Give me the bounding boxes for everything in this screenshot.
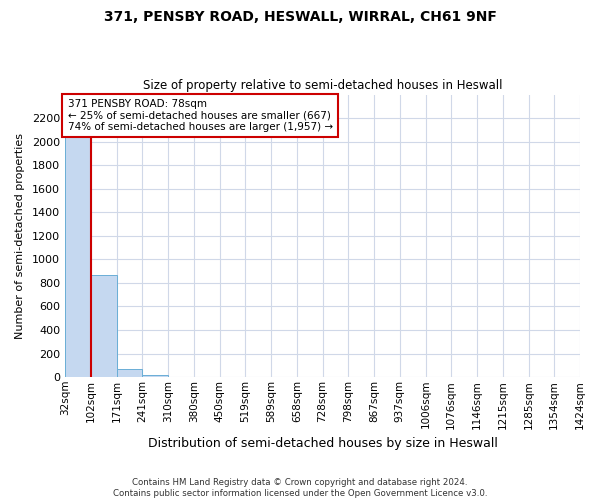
Bar (116, 369, 142, 377)
X-axis label: Distribution of semi-detached houses by size in Heswall: Distribution of semi-detached houses by … (148, 437, 497, 450)
Title: Size of property relative to semi-detached houses in Heswall: Size of property relative to semi-detach… (143, 79, 502, 92)
Bar (142, 375, 168, 377)
Bar (65, 118, 91, 377)
Y-axis label: Number of semi-detached properties: Number of semi-detached properties (15, 133, 25, 339)
Bar (91, 275, 116, 377)
Text: Contains HM Land Registry data © Crown copyright and database right 2024.
Contai: Contains HM Land Registry data © Crown c… (113, 478, 487, 498)
Text: 371 PENSBY ROAD: 78sqm
← 25% of semi-detached houses are smaller (667)
74% of se: 371 PENSBY ROAD: 78sqm ← 25% of semi-det… (68, 99, 333, 132)
Text: 371, PENSBY ROAD, HESWALL, WIRRAL, CH61 9NF: 371, PENSBY ROAD, HESWALL, WIRRAL, CH61 … (104, 10, 496, 24)
